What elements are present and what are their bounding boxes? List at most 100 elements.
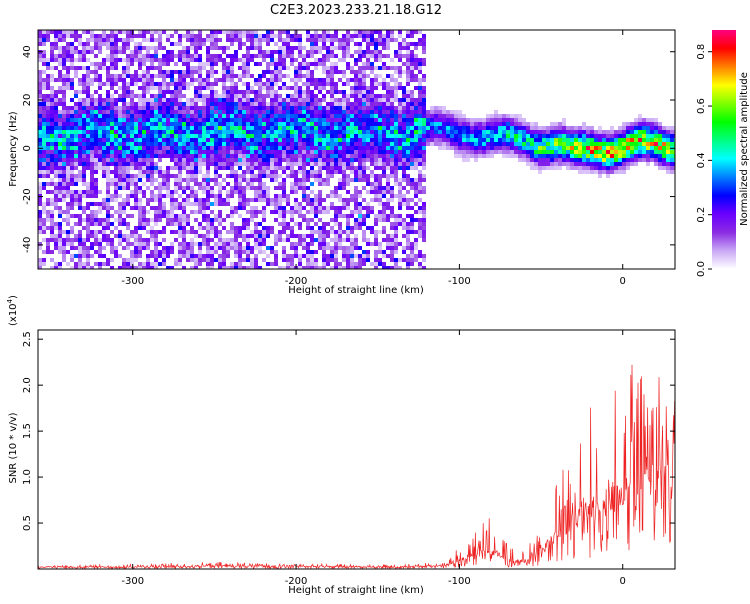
heatmap-cell [110,194,114,198]
heatmap-cell [314,138,318,142]
heatmap-cell [158,106,162,110]
heatmap-cell [50,162,54,166]
heatmap-cell [422,258,426,262]
heatmap-cell [282,142,286,146]
heatmap-cell [414,138,418,142]
heatmap-cell [326,74,330,78]
heatmap-cell [194,258,198,262]
heatmap-cell [186,174,190,178]
heatmap-cell [242,190,246,194]
heatmap-cell [130,126,134,130]
heatmap-cell [146,46,150,50]
heatmap-cell [222,130,226,134]
heatmap-cell [314,230,318,234]
heatmap-cell [106,146,110,150]
heatmap-cell [134,114,138,118]
heatmap-cell [182,158,186,162]
heatmap-cell [106,138,110,142]
heatmap-cell [346,134,350,138]
heatmap-cell [238,230,242,234]
heatmap-cell [206,194,210,198]
heatmap-cell [130,114,134,118]
heatmap-cell [230,158,234,162]
heatmap-cell [246,162,250,166]
heatmap-cell [426,110,430,114]
heatmap-cell [138,130,142,134]
heatmap-cell [150,178,154,182]
heatmap-cell [158,250,162,254]
heatmap-cell [230,226,234,230]
heatmap-cell [210,58,214,62]
heatmap-cell [278,174,282,178]
heatmap-cell [270,78,274,82]
heatmap-cell [354,198,358,202]
heatmap-cell [38,266,42,269]
heatmap-cell [246,170,250,174]
heatmap-cell [166,166,170,170]
heatmap-cell [534,130,538,134]
heatmap-cell [262,162,266,166]
heatmap-cell [370,102,374,106]
heatmap-cell [358,78,362,82]
heatmap-cell [470,130,474,134]
heatmap-cell [218,114,222,118]
heatmap-cell [510,130,514,134]
heatmap-cell [46,146,50,150]
heatmap-cell [378,134,382,138]
heatmap-cell [214,166,218,170]
heatmap-cell [278,122,282,126]
heatmap-cell [82,178,86,182]
heatmap-cell [38,34,42,38]
heatmap-cell [410,162,414,166]
heatmap-cell [422,146,426,150]
heatmap-cell [78,130,82,134]
heatmap-cell [126,134,130,138]
heatmap-cell [174,158,178,162]
heatmap-cell [314,146,318,150]
heatmap-cell [546,158,550,162]
heatmap-cell [222,178,226,182]
heatmap-cell [190,154,194,158]
heatmap-cell [186,186,190,190]
heatmap-cell [306,242,310,246]
heatmap-cell [326,234,330,238]
heatmap-cell [522,138,526,142]
heatmap-cell [410,138,414,142]
heatmap-cell [362,154,366,158]
heatmap-cell [466,146,470,150]
heatmap-cell [182,234,186,238]
heatmap-cell [382,194,386,198]
heatmap-cell [270,110,274,114]
heatmap-cell [170,74,174,78]
heatmap-cell [262,170,266,174]
heatmap-cell [306,222,310,226]
heatmap-cell [202,114,206,118]
heatmap-cell [190,54,194,58]
heatmap-cell [354,146,358,150]
heatmap-cell [134,134,138,138]
heatmap-cell [214,250,218,254]
heatmap-cell [234,154,238,158]
heatmap-cell [466,134,470,138]
heatmap-cell [398,242,402,246]
heatmap-cell [486,122,490,126]
heatmap-cell [266,202,270,206]
heatmap-cell [82,86,86,90]
heatmap-cell [454,130,458,134]
heatmap-cell [398,70,402,74]
heatmap-cell [318,158,322,162]
heatmap-cell [494,118,498,122]
heatmap-cell [94,154,98,158]
heatmap-cell [454,150,458,154]
heatmap-cell [358,74,362,78]
heatmap-cell [166,142,170,146]
heatmap-cell [342,122,346,126]
heatmap-cell [342,50,346,54]
heatmap-cell [350,138,354,142]
heatmap-cell [46,198,50,202]
heatmap-cell [170,246,174,250]
heatmap-cell [266,162,270,166]
heatmap-cell [358,114,362,118]
heatmap-cell [382,106,386,110]
heatmap-cell [422,102,426,106]
